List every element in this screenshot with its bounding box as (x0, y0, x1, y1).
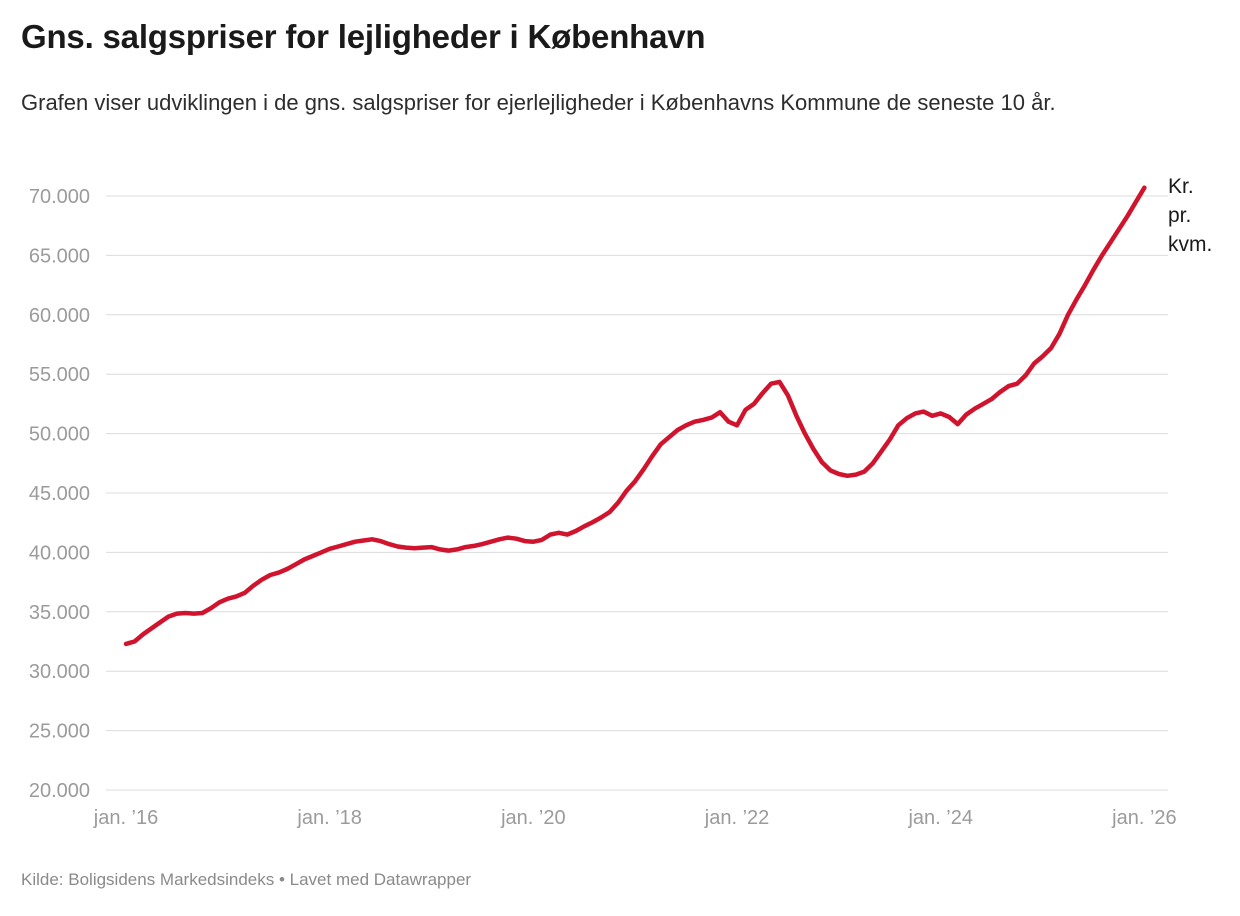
x-axis-tick-label: jan. ’22 (704, 807, 770, 829)
y-axis-unit-label: Kr. pr. kvm. (1168, 172, 1212, 259)
y-axis-tick-label: 70.000 (29, 186, 90, 208)
y-axis-tick-label: 40.000 (29, 542, 90, 564)
y-axis-tick-label: 45.000 (29, 483, 90, 505)
y-axis-tick-label: 20.000 (29, 780, 90, 802)
y-axis-tick-label: 30.000 (29, 661, 90, 683)
page-title: Gns. salgspriser for lejligheder i Køben… (21, 18, 706, 55)
y-axis-tick-label: 25.000 (29, 721, 90, 743)
x-axis-tick-label: jan. ’24 (907, 807, 973, 829)
y-axis-tick-label: 65.000 (29, 245, 90, 267)
x-axis-tick-label: jan. ’18 (296, 807, 362, 829)
chart-area: 20.000 25.000 30.000 35.000 40.000 45.000 50.0… (0, 170, 1240, 840)
x-axis-tick-label: jan. ’16 (93, 807, 159, 829)
chart-subtitle: Grafen viser udviklingen i de gns. salgs… (21, 90, 1056, 115)
source-attribution: Kilde: Boligsidens Markedsindeks • Lavet… (21, 870, 472, 889)
price-series-line (123, 185, 1147, 647)
y-axis-tick-label: 55.000 (29, 364, 90, 386)
y-axis-tick-label: 50.000 (29, 424, 90, 446)
unit-label-line: pr. (1168, 204, 1192, 227)
x-axis-tick-label: jan. ’20 (500, 807, 566, 829)
price-line-chart: 20.000 25.000 30.000 35.000 40.000 45.000 50.0… (29, 185, 1177, 829)
unit-label-line: kvm. (1168, 233, 1213, 256)
unit-label-line: Kr. (1168, 175, 1194, 198)
x-axis-tick-label: jan. ’26 (1111, 807, 1177, 829)
y-axis-tick-label: 35.000 (29, 602, 90, 624)
y-axis-tick-label: 60.000 (29, 305, 90, 327)
